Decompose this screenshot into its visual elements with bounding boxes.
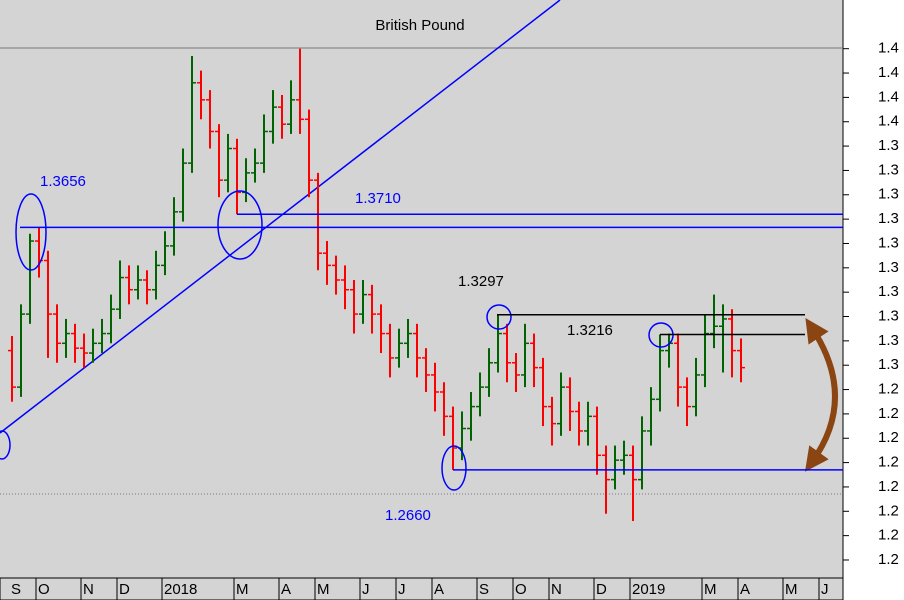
x-tick-label: N (551, 581, 562, 598)
y-tick-label: 1.2 (878, 502, 899, 519)
x-tick-label: O (38, 581, 50, 598)
ellipse (441, 445, 467, 491)
y-tick-label: 1.3 (878, 210, 899, 227)
x-tick-label: A (281, 581, 291, 598)
y-tick-label: 1.2 (878, 454, 899, 471)
y-tick-label: 1.3 (878, 307, 899, 324)
y-tick-label: 1.3 (878, 137, 899, 154)
x-tick-label: O (515, 581, 527, 598)
y-tick-label: 1.3 (878, 332, 899, 349)
plot-area (0, 0, 843, 578)
range-arrow (805, 317, 838, 472)
y-tick-label: 1.4 (878, 113, 899, 130)
y-tick-label: 1.4 (878, 40, 899, 57)
x-tick-label: A (740, 581, 750, 598)
y-tick-label: 1.3 (878, 283, 899, 300)
level-label: 1.3656 (40, 173, 86, 190)
level-label: 1.3216 (567, 322, 613, 339)
x-tick-label: 2018 (164, 581, 197, 598)
y-tick-label: 1.2 (878, 381, 899, 398)
x-tick-label: D (119, 581, 130, 598)
y-tick-label: 1.3 (878, 186, 899, 203)
x-tick-label: D (596, 581, 607, 598)
y-tick-label: 1.2 (878, 429, 899, 446)
level-label: 1.2660 (385, 507, 431, 524)
x-tick-label: J (398, 581, 406, 598)
ellipse (217, 190, 263, 260)
x-tick-label: M (704, 581, 717, 598)
x-tick-label: N (83, 581, 94, 598)
y-tick-label: 1.3 (878, 234, 899, 251)
y-tick-label: 1.3 (878, 161, 899, 178)
axis-area (843, 0, 904, 600)
x-tick-label: M (317, 581, 330, 598)
y-tick-label: 1.4 (878, 64, 899, 81)
ellipse (486, 304, 512, 330)
x-tick-label: M (236, 581, 249, 598)
x-tick-label: S (479, 581, 489, 598)
y-tick-label: 1.4 (878, 88, 899, 105)
level-label: 1.3297 (458, 273, 504, 290)
x-tick-label: S (11, 581, 21, 598)
x-tick-label: M (785, 581, 798, 598)
y-tick-label: 1.2 (878, 478, 899, 495)
x-tick-label: 2019 (632, 581, 665, 598)
y-tick-label: 1.3 (878, 259, 899, 276)
ellipse (15, 193, 47, 271)
bars (8, 48, 745, 522)
level-label: 1.3710 (355, 190, 401, 207)
ellipse (0, 430, 11, 460)
chart-title: British Pound (375, 17, 464, 34)
x-tick-label: A (434, 581, 444, 598)
y-tick-label: 1.2 (878, 527, 899, 544)
y-tick-label: 1.2 (878, 551, 899, 568)
x-tick-label: J (362, 581, 370, 598)
y-tick-label: 1.2 (878, 405, 899, 422)
x-tick-label: J (821, 581, 829, 598)
y-tick-label: 1.3 (878, 356, 899, 373)
